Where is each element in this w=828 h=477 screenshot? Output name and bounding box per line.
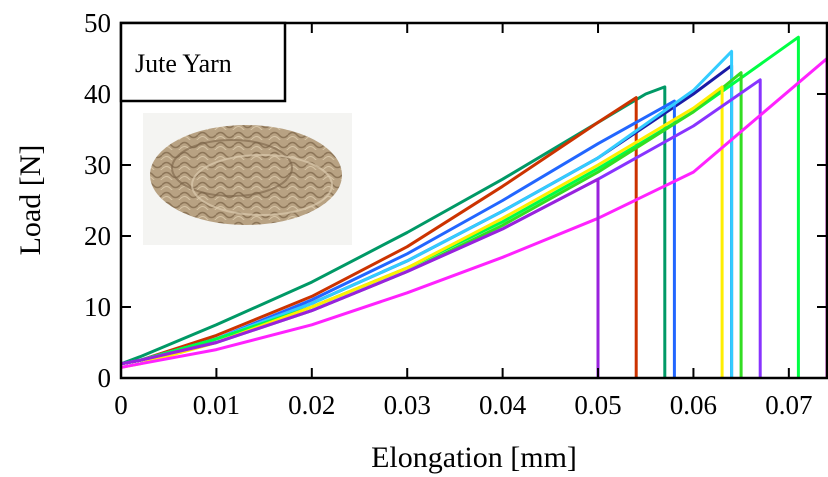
x-tick-label: 0.01 xyxy=(193,390,240,420)
x-tick-label: 0.03 xyxy=(384,390,431,420)
series-line-6 xyxy=(121,35,800,378)
y-tick-label: 20 xyxy=(84,221,111,251)
series-layer xyxy=(121,35,827,378)
legend-box: Jute Yarn xyxy=(119,21,287,103)
x-tick-label: 0.04 xyxy=(479,390,527,420)
series-line-10 xyxy=(121,57,827,378)
plot-frame xyxy=(119,21,828,380)
ticks-layer: 0 0.01 0.02 0.03 0.04 0.05 0.06 0.07 0 10 20 30 40 50 xyxy=(84,8,827,420)
y-tick-label: 40 xyxy=(84,79,111,109)
y-tick-label: 10 xyxy=(84,292,111,322)
series-line-11 xyxy=(121,177,600,378)
annotation-label: Jute Yarn xyxy=(135,49,232,78)
series-line-1 xyxy=(121,85,667,378)
y-tick-label: 0 xyxy=(98,363,112,393)
y-tick-label: 30 xyxy=(84,150,111,180)
x-tick-label: 0.05 xyxy=(574,390,621,420)
series-line-8 xyxy=(121,85,724,378)
x-tick-label: 0 xyxy=(114,390,128,420)
x-tick-label: 0.07 xyxy=(765,390,812,420)
jute-yarn-photo xyxy=(143,113,352,245)
x-tick-label: 0.06 xyxy=(670,390,717,420)
y-tick-label: 50 xyxy=(84,8,111,38)
y-axis-title: Load [N] xyxy=(14,145,47,256)
x-axis-title: Elongation [mm] xyxy=(371,441,577,474)
x-tick-label: 0.02 xyxy=(288,390,335,420)
